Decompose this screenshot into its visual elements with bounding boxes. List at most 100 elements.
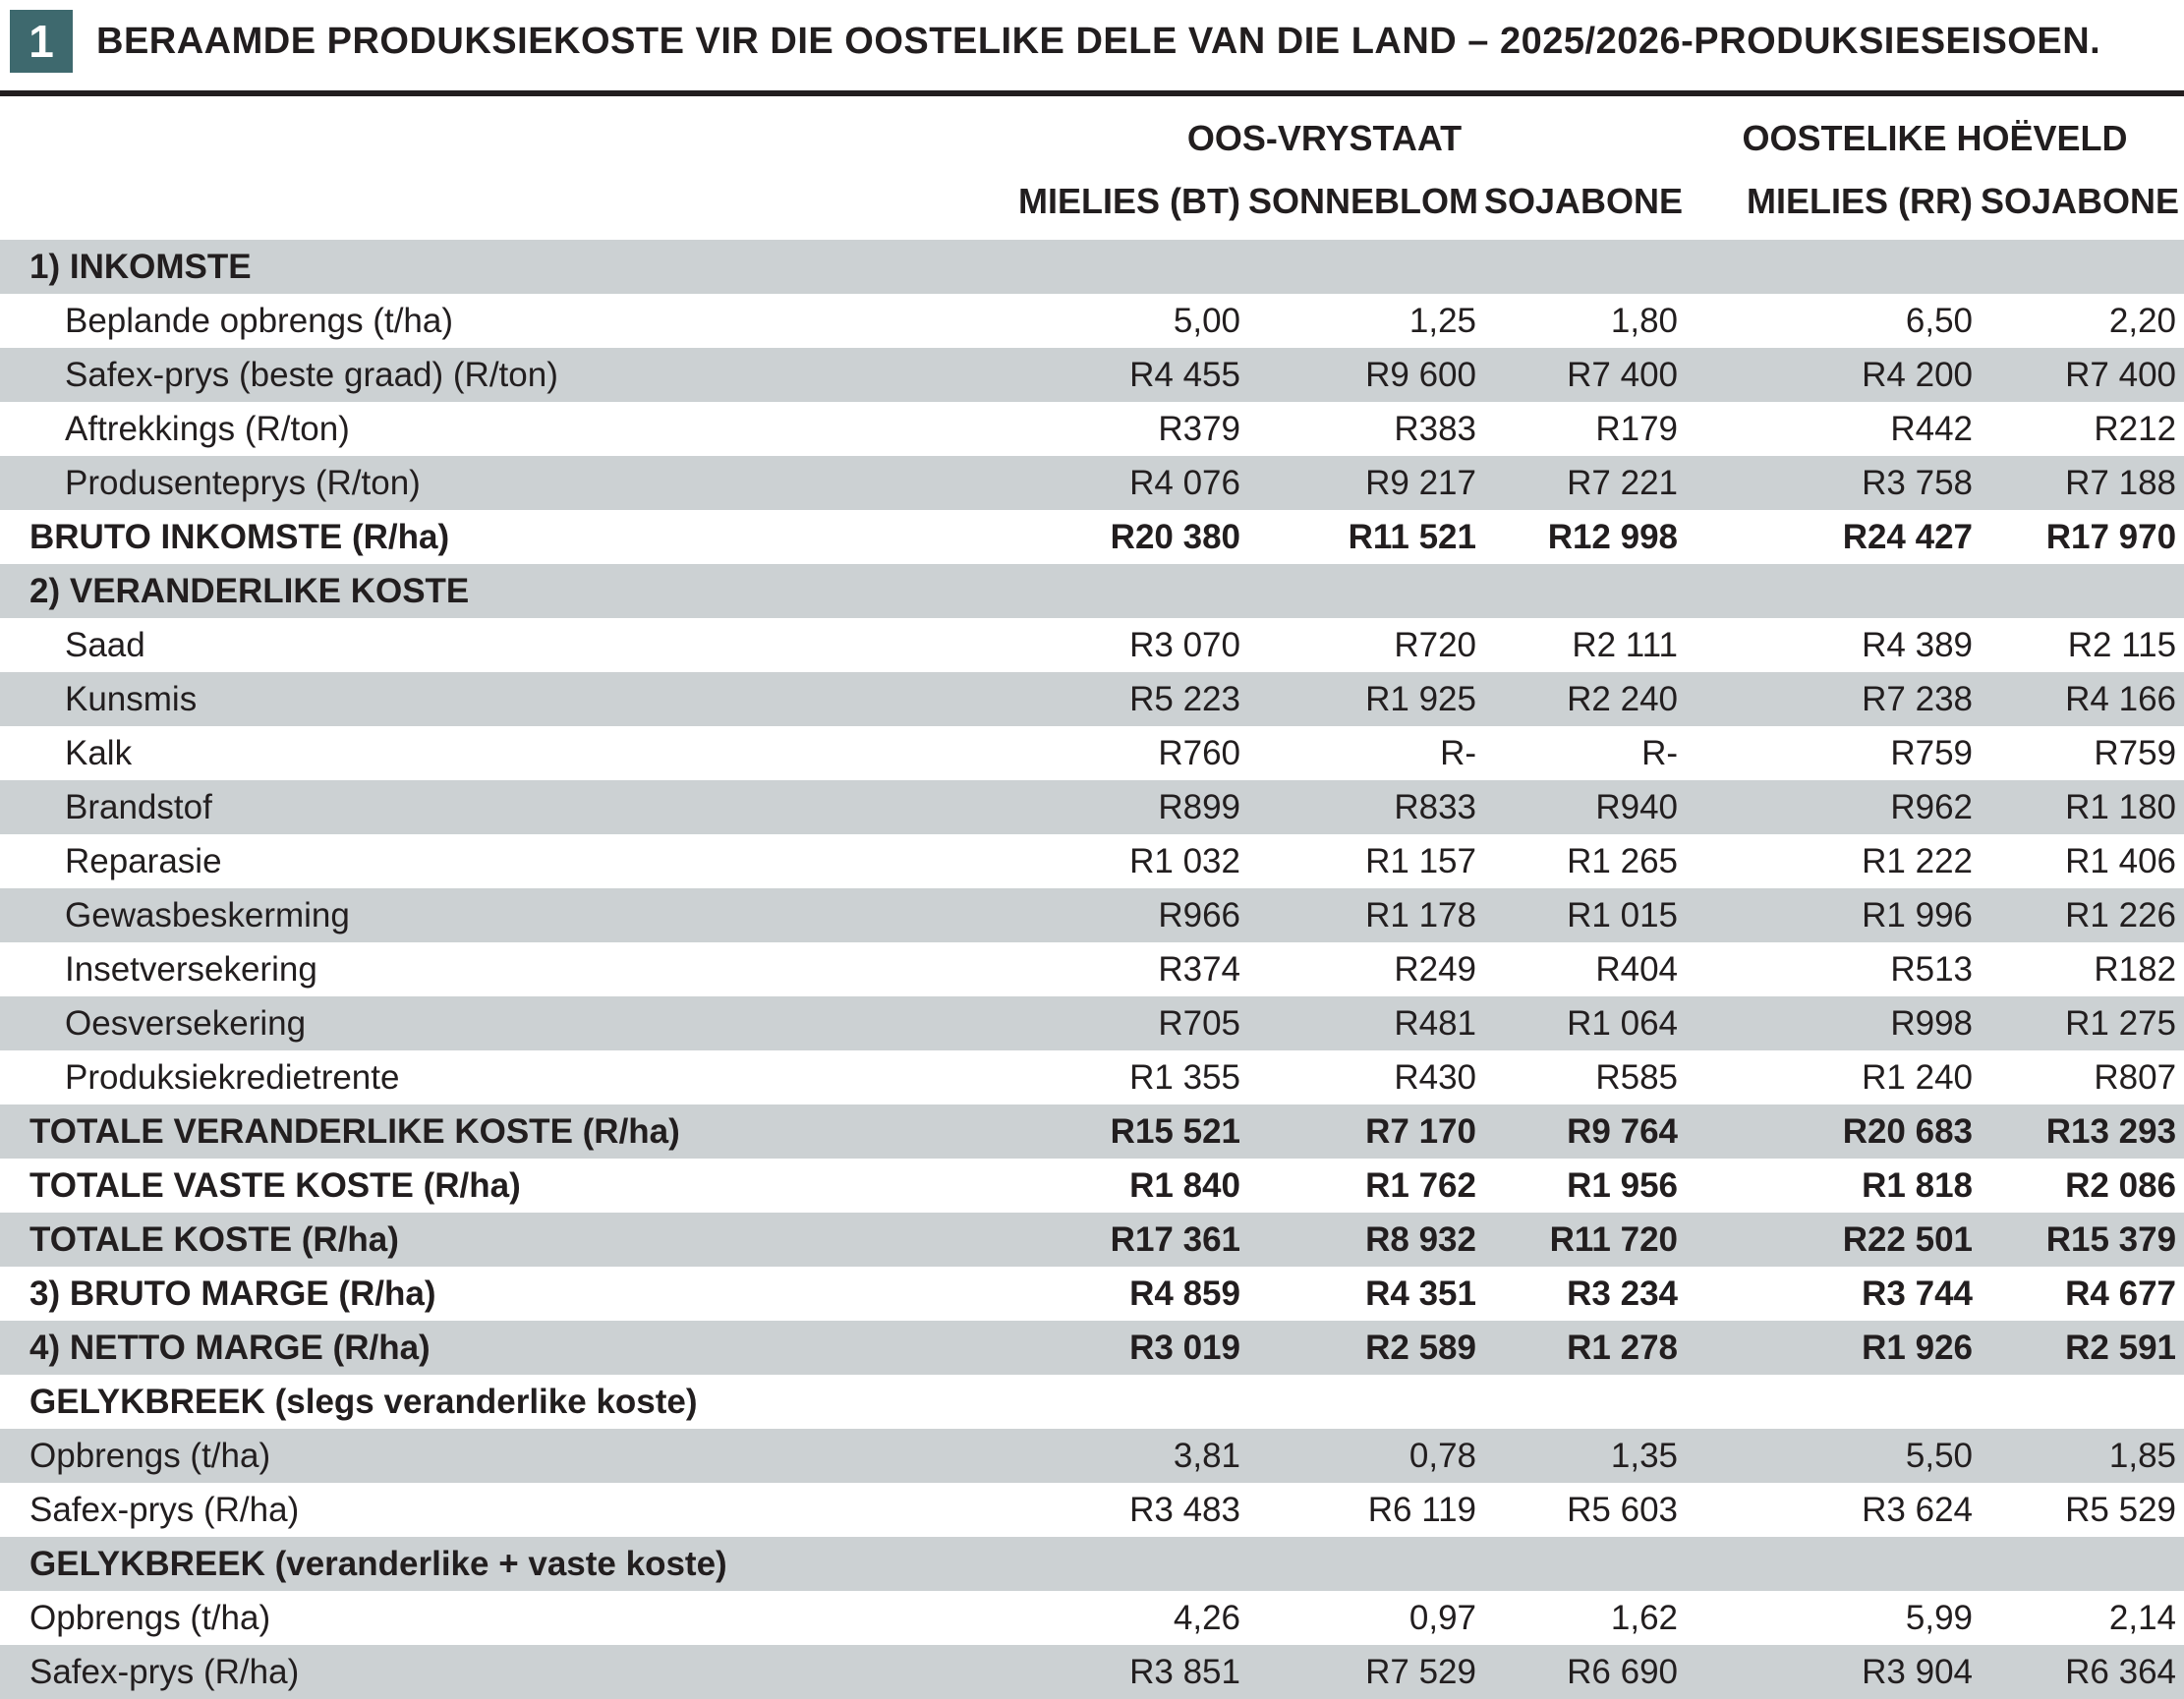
row-label: Saad [65, 625, 145, 664]
cell-value: R4 351 [1365, 1274, 1476, 1313]
table-row: Oesversekering R705 R481 R1 064 R998 R1 275 [0, 996, 2184, 1050]
cell-value: R379 [1158, 409, 1240, 448]
cell-value: R2 240 [1567, 679, 1679, 718]
cell-value: 0,78 [1408, 1436, 1476, 1475]
cell-value: R481 [1394, 1003, 1476, 1043]
row-label: 4) NETTO MARGE (R/ha) [29, 1328, 431, 1367]
row-label: 1) INKOMSTE [29, 247, 252, 286]
cell-value: R15 521 [1110, 1111, 1240, 1151]
cell-value: R2 589 [1365, 1328, 1476, 1367]
table-row: Gewasbeskerming R966 R1 178 R1 015 R1 996 R1 … [0, 888, 2184, 942]
cell-value: 1,25 [1408, 301, 1476, 340]
table-row: Safex-prys (R/ha) R3 851 R7 529 R6 690 R3 90… [0, 1645, 2184, 1699]
cell-value: R22 501 [1842, 1219, 1974, 1259]
table-row: Saad R3 070 R720 R2 111 R4 389 R2 115 [0, 618, 2184, 672]
title-row: 1 BERAAMDE PRODUKSIEKOSTE VIR DIE OOSTEL… [0, 0, 2184, 73]
cell-value [1686, 1375, 1981, 1429]
table-row: GELYKBREEK (slegs veranderlike koste) [0, 1375, 2184, 1429]
cell-value: R760 [1158, 733, 1240, 772]
cell-value: 6,50 [1905, 301, 1974, 340]
row-label: Safex-prys (R/ha) [29, 1652, 300, 1691]
group-header-spacer [0, 102, 963, 167]
cell-value: 2,14 [2108, 1598, 2177, 1637]
table-row: Safex-prys (beste graad) (R/ton) R4 455 R9… [0, 348, 2184, 402]
cell-value: R15 379 [2045, 1219, 2177, 1259]
cell-value: R1 355 [1129, 1057, 1240, 1097]
table-row: Produsenteprys (R/ton) R4 076 R9 217 R7 221… [0, 456, 2184, 510]
cell-value: R1 818 [1862, 1165, 1974, 1205]
cell-value [1981, 240, 2184, 294]
cell-value: R998 [1890, 1003, 1974, 1043]
cell-value: R430 [1394, 1057, 1476, 1097]
cell-value: R3 758 [1862, 463, 1974, 502]
cell-value: R2 086 [2065, 1165, 2177, 1205]
cell-value: R212 [2094, 409, 2177, 448]
cell-value: R7 529 [1365, 1652, 1476, 1691]
column-header-spacer [0, 167, 963, 240]
cell-value [1484, 564, 1686, 618]
cell-value: R7 238 [1862, 679, 1974, 718]
table-header: OOS-VRYSTAAT OOSTELIKE HOËVELD MIELIES (B… [0, 102, 2184, 240]
cell-value: R182 [2094, 949, 2177, 989]
cell-value [1981, 564, 2184, 618]
cell-value: R9 217 [1365, 463, 1476, 502]
cell-value: R17 970 [2045, 517, 2177, 556]
cell-value: R759 [2094, 733, 2177, 772]
table-row: TOTALE KOSTE (R/ha) R17 361 R8 932 R11 720 R… [0, 1213, 2184, 1267]
column-group-row: OOS-VRYSTAAT OOSTELIKE HOËVELD [0, 102, 2184, 167]
cell-value: R1 226 [2065, 895, 2177, 934]
row-label: Beplande opbrengs (t/ha) [65, 301, 453, 340]
cell-value: R1 926 [1862, 1328, 1974, 1367]
row-label: 3) BRUTO MARGE (R/ha) [29, 1274, 436, 1313]
cell-value: R807 [2094, 1057, 2177, 1097]
cell-value [963, 240, 1248, 294]
cell-value: R24 427 [1842, 517, 1974, 556]
cell-value: R249 [1394, 949, 1476, 989]
cell-value: R3 744 [1862, 1274, 1974, 1313]
column-header: SONNEBLOM [1248, 167, 1484, 240]
cell-value: R7 400 [1567, 355, 1679, 394]
row-label: Kalk [65, 733, 133, 772]
cell-value: R6 690 [1567, 1652, 1679, 1691]
cell-value: R20 683 [1842, 1111, 1974, 1151]
cell-value [1484, 1537, 1686, 1591]
cell-value: R1 762 [1365, 1165, 1476, 1205]
table-row: 3) BRUTO MARGE (R/ha) R4 859 R4 351 R3 234 R… [0, 1267, 2184, 1321]
row-label: Brandstof [65, 787, 212, 826]
cell-value: R940 [1595, 787, 1679, 826]
cell-value: R5 603 [1567, 1490, 1679, 1529]
cell-value: R12 998 [1547, 517, 1679, 556]
cell-value: 1,85 [2108, 1436, 2177, 1475]
cell-value: R179 [1595, 409, 1679, 448]
row-label: GELYKBREEK (slegs veranderlike koste) [29, 1382, 698, 1421]
cell-value: R966 [1158, 895, 1240, 934]
title-divider [0, 90, 2184, 96]
cell-value: R2 111 [1572, 625, 1679, 664]
cell-value: R383 [1394, 409, 1476, 448]
table-row: TOTALE VASTE KOSTE (R/ha) R1 840 R1 762 R1 … [0, 1159, 2184, 1213]
cell-value: R404 [1595, 949, 1679, 989]
column-group-header: OOS-VRYSTAAT [963, 102, 1687, 167]
row-label: Insetversekering [65, 949, 317, 989]
table-row: Kalk R760 R- R- R759 R759 [0, 726, 2184, 780]
cell-value: R8 932 [1365, 1219, 1476, 1259]
cell-value: R4 166 [2065, 679, 2177, 718]
cell-value: R1 180 [2065, 787, 2177, 826]
cell-value [1248, 1537, 1484, 1591]
cell-value: 1,35 [1610, 1436, 1679, 1475]
row-label: Produsenteprys (R/ton) [65, 463, 421, 502]
table-row: Insetversekering R374 R249 R404 R513 R182 [0, 942, 2184, 996]
cell-value: R1 240 [1862, 1057, 1974, 1097]
cell-value: R5 223 [1129, 679, 1240, 718]
cell-value: R1 840 [1129, 1165, 1240, 1205]
row-label: TOTALE VASTE KOSTE (R/ha) [29, 1165, 521, 1205]
cell-value [1248, 240, 1484, 294]
cell-value [963, 1537, 1248, 1591]
cell-value [963, 1375, 1248, 1429]
cell-value [1484, 1375, 1686, 1429]
column-header: MIELIES (RR) [1686, 167, 1982, 240]
column-header: MIELIES (BT) [963, 167, 1248, 240]
cell-value: R513 [1890, 949, 1974, 989]
page-title: BERAAMDE PRODUKSIEKOSTE VIR DIE OOSTELIK… [96, 20, 2101, 62]
table-row: Brandstof R899 R833 R940 R962 R1 180 [0, 780, 2184, 834]
